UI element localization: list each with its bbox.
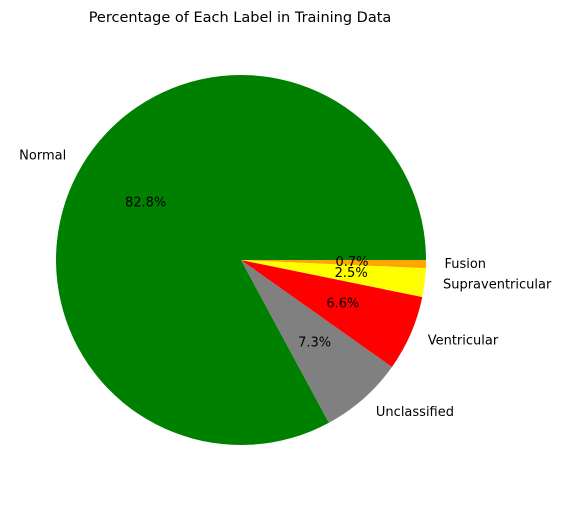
pie-slice-unclassified	[241, 260, 392, 423]
pie-labels: Normal 82.8% Unclassified 7.3% Ventricular 6.…	[19, 148, 552, 420]
pie-slice-supraventricular	[241, 260, 426, 297]
pie-slice-ventricular	[241, 260, 423, 367]
slice-label-normal: Normal	[19, 148, 66, 163]
slice-label-ventricular: Ventricular	[428, 333, 499, 348]
slice-percent-ventricular: 6.6%	[326, 297, 359, 312]
pie-slice-fusion	[241, 260, 426, 269]
slice-label-unclassified: Unclassified	[376, 405, 454, 420]
slice-label-supraventricular: Supraventricular	[443, 277, 552, 292]
slice-label-fusion: Fusion	[444, 257, 486, 272]
slice-percent-unclassified: 7.3%	[298, 336, 331, 351]
slice-percent-supraventricular: 2.5%	[335, 266, 368, 281]
pie-slice-normal	[55, 75, 426, 446]
slice-percent-normal: 82.8%	[125, 196, 166, 211]
slice-percent-fusion: 0.7%	[335, 255, 368, 270]
pie-slices	[55, 75, 426, 446]
chart-title: Percentage of Each Label in Training Dat…	[89, 10, 392, 26]
